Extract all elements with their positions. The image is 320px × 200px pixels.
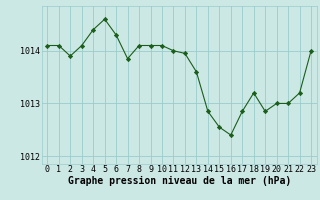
X-axis label: Graphe pression niveau de la mer (hPa): Graphe pression niveau de la mer (hPa) [68, 176, 291, 186]
